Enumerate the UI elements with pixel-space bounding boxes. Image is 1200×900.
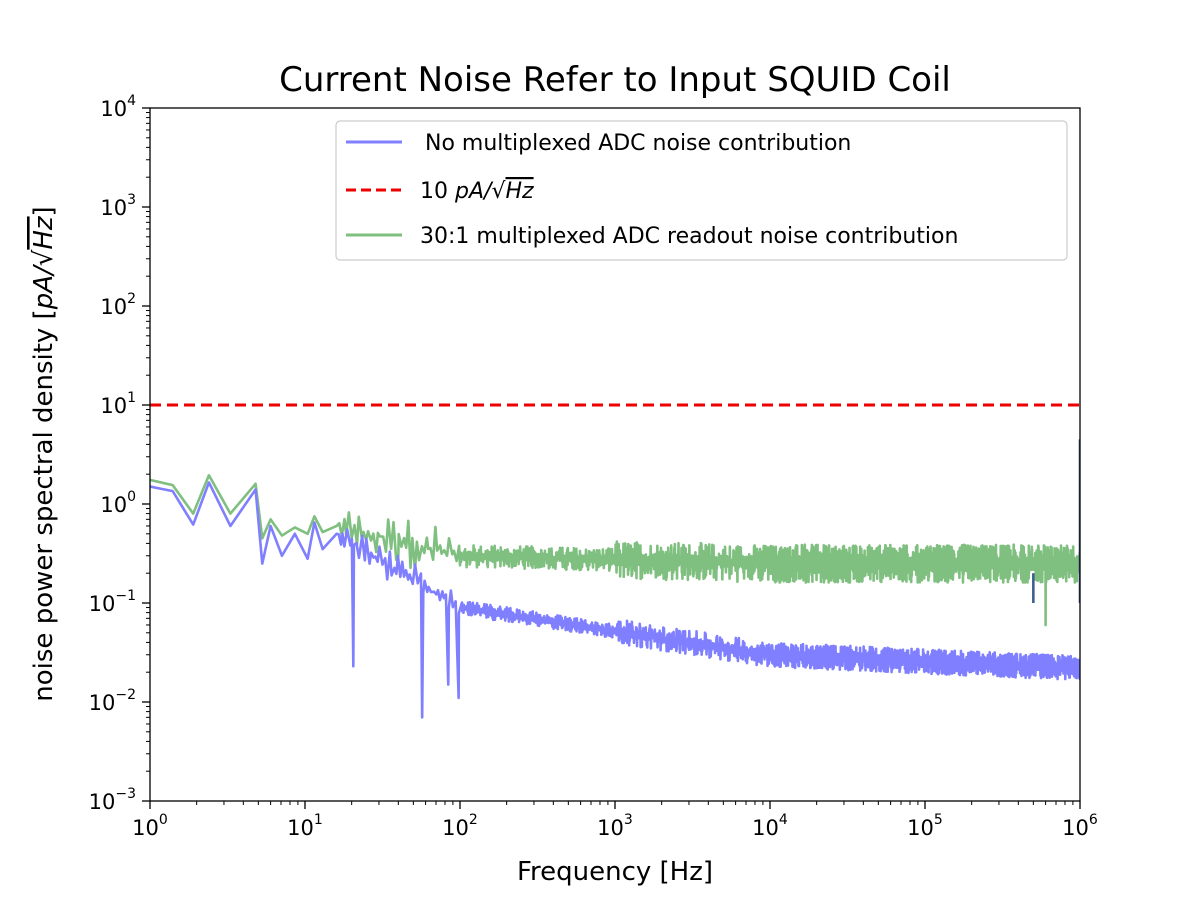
legend-label-mux: 30:1 multiplexed ADC readout noise contr… <box>420 224 958 249</box>
x-tick-base: 10 <box>1062 816 1089 840</box>
x-tick-label: 104 <box>752 812 788 840</box>
y-tick-label: 100 <box>100 489 136 517</box>
x-tick-label: 101 <box>287 812 323 840</box>
x-tick-exponent: 4 <box>779 812 788 828</box>
y-tick-label: 10−3 <box>89 786 136 814</box>
y-tick-base: 10 <box>100 394 127 418</box>
legend-label-10pa-hz: Hz <box>505 179 534 204</box>
y-tick-exponent: 0 <box>127 489 136 505</box>
y-axis-label-unit: pA/ <box>29 263 59 310</box>
series-line-no-mux <box>150 481 1080 719</box>
x-tick-exponent: 6 <box>1089 812 1098 828</box>
y-tick-label: 10−1 <box>89 588 136 616</box>
series-line-mux <box>150 473 1080 627</box>
legend-label-10pa-sqrt: √ <box>491 179 506 204</box>
x-tick-label: 103 <box>597 812 633 840</box>
ticks-layer: 100 101 102 103 104 105 10610−310−210−11001011… <box>89 93 1098 840</box>
series-layer <box>150 403 1080 719</box>
x-tick-exponent: 3 <box>624 812 633 828</box>
x-tick-base: 10 <box>597 816 624 840</box>
x-tick-base: 10 <box>907 816 934 840</box>
legend-label-10pa-number: 10 <box>420 179 448 204</box>
legend: No multiplexed ADC noise contribution 10… <box>335 120 1068 261</box>
x-tick-exponent: 0 <box>159 812 168 828</box>
y-tick-base: 10 <box>89 592 116 616</box>
y-tick-exponent: −1 <box>115 588 136 604</box>
x-tick-label: 106 <box>1062 812 1098 840</box>
y-tick-base: 10 <box>100 196 127 220</box>
y-tick-base: 10 <box>100 493 127 517</box>
y-tick-label: 102 <box>100 291 136 319</box>
x-tick-label: 105 <box>907 812 943 840</box>
y-axis-label: noise power spectral density [pA/√Hz] <box>29 206 59 701</box>
chart-title: Current Noise Refer to Input SQUID Coil <box>279 60 951 100</box>
y-tick-label: 101 <box>100 390 136 418</box>
legend-box <box>335 120 1068 261</box>
x-tick-exponent: 2 <box>469 812 478 828</box>
x-tick-label: 100 <box>132 812 168 840</box>
y-axis-label-close: ] <box>29 206 59 216</box>
x-tick-base: 10 <box>442 816 469 840</box>
y-tick-exponent: −2 <box>115 687 136 703</box>
y-tick-exponent: 1 <box>127 390 136 406</box>
y-tick-label: 10−2 <box>89 687 136 715</box>
y-axis-label-sqrt: √ <box>29 249 59 266</box>
svg-text:noise power spectral density [: noise power spectral density [pA/√Hz] <box>29 206 59 701</box>
legend-label-no-mux: No multiplexed ADC noise contribution <box>418 131 851 156</box>
x-tick-base: 10 <box>752 816 779 840</box>
x-tick-exponent: 1 <box>314 812 323 828</box>
y-tick-exponent: −3 <box>115 786 136 802</box>
legend-label-10pa-unit: pA/ <box>454 179 494 204</box>
x-tick-label: 102 <box>442 812 478 840</box>
y-tick-label: 104 <box>100 93 136 121</box>
x-axis-label: Frequency [Hz] <box>517 857 713 887</box>
legend-label-10pa: 10 pA/√Hz <box>420 179 534 204</box>
x-tick-base: 10 <box>132 816 159 840</box>
y-tick-base: 10 <box>100 97 127 121</box>
y-tick-base: 10 <box>100 295 127 319</box>
x-tick-exponent: 5 <box>934 812 943 828</box>
y-axis-label-text: noise power spectral density [ <box>29 309 59 701</box>
y-tick-exponent: 3 <box>127 192 136 208</box>
y-tick-exponent: 2 <box>127 291 136 307</box>
x-tick-base: 10 <box>287 816 314 840</box>
y-tick-base: 10 <box>89 790 116 814</box>
y-tick-label: 103 <box>100 192 136 220</box>
y-tick-base: 10 <box>89 691 116 715</box>
y-axis-label-unit-hz: Hz <box>29 215 59 250</box>
y-tick-exponent: 4 <box>127 93 136 109</box>
